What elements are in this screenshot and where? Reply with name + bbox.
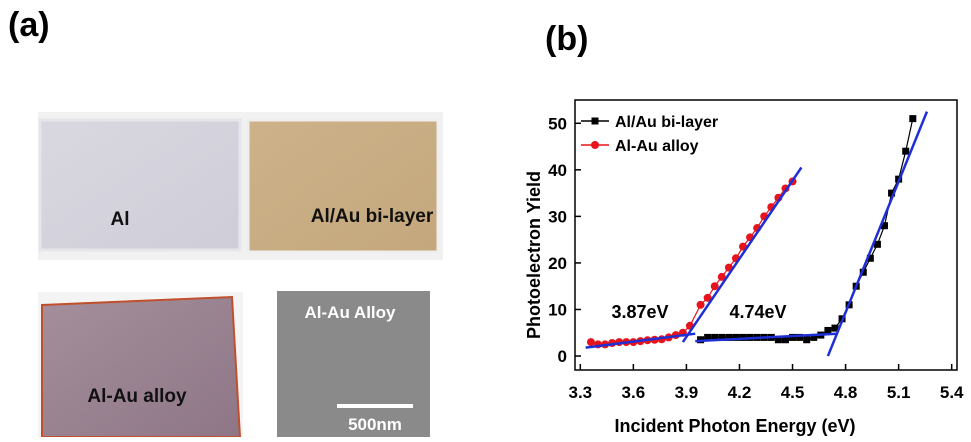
scale-bar [337, 404, 413, 408]
x-tick-label: 4.5 [781, 383, 805, 402]
data-point [909, 115, 916, 122]
legend-label: Al/Au bi-layer [615, 114, 718, 131]
fit-line [586, 334, 696, 348]
annotation: 3.87eV [611, 302, 668, 322]
x-tick-label: 5.1 [887, 383, 911, 402]
y-tick-label: 20 [548, 254, 567, 273]
photo-label: Al/Au bi-layer [311, 206, 434, 227]
y-tick-label: 40 [548, 161, 567, 180]
al-plate [40, 120, 240, 250]
photo-label: 500nm [348, 415, 402, 434]
legend-marker [592, 118, 599, 125]
bilayer-plate [248, 120, 438, 252]
data-point [803, 336, 810, 343]
annotation: 4.74eV [729, 302, 786, 322]
photo-label: Al-Au Alloy [305, 303, 397, 322]
legend-label: Al-Au alloy [615, 138, 699, 155]
y-tick-label: 0 [558, 347, 567, 366]
data-point [697, 301, 705, 309]
x-tick-label: 4.2 [728, 383, 752, 402]
data-point [902, 148, 909, 155]
legend-marker [591, 141, 599, 149]
photo-label: Al [111, 209, 130, 230]
x-axis-label: Incident Photon Energy (eV) [614, 416, 855, 436]
x-tick-label: 3.9 [675, 383, 699, 402]
x-tick-label: 3.6 [622, 383, 646, 402]
x-tick-label: 5.4 [940, 383, 964, 402]
y-tick-label: 30 [548, 207, 567, 226]
panel-label: (a) [8, 6, 50, 44]
y-tick-label: 10 [548, 300, 567, 319]
x-tick-label: 4.8 [834, 383, 858, 402]
photo-label: Al-Au alloy [87, 386, 187, 407]
data-point [587, 338, 595, 346]
y-tick-label: 50 [548, 114, 567, 133]
fit-line [828, 112, 927, 356]
panel-label: (b) [545, 20, 588, 58]
x-tick-label: 3.3 [568, 383, 592, 402]
y-axis-label: Photoelectron Yield [524, 171, 544, 339]
figure: (a) (b) Al Al/Au bi-layer Al-Au alloy Al… [0, 0, 971, 437]
alloy-plate [42, 297, 240, 437]
